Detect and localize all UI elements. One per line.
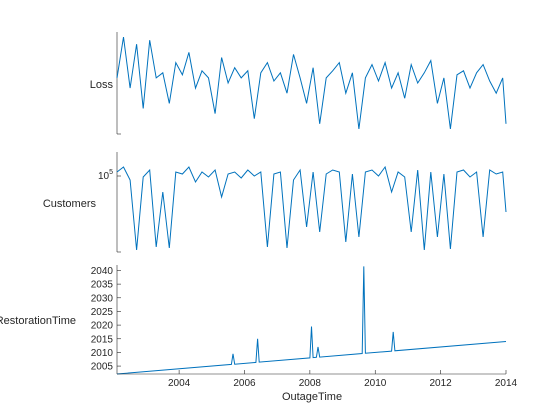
x-tick-label: 2006: [233, 378, 256, 389]
customers-series-line: [116, 165, 507, 251]
restoration-y-ticks: 2005 2010 2015 2020 2025 2030 2035 2040: [91, 266, 121, 373]
restoration-y-tick-label: 2020: [91, 321, 114, 332]
x-tick-label: 2012: [429, 378, 452, 389]
x-tick-label: 2004: [168, 378, 191, 389]
x-tick-label: 2008: [299, 378, 322, 389]
panel-loss: Loss: [90, 32, 507, 135]
customers-y-tick-label-1e5: 105: [98, 169, 113, 182]
x-ticks: 2004 2006 2008 2010 2012 2014: [168, 370, 518, 389]
restoration-y-tick-label: 2015: [91, 334, 114, 345]
loss-series-line: [116, 37, 507, 129]
restoration-y-tick-label: 2005: [91, 362, 114, 373]
customers-ylabel: Customers: [43, 198, 97, 210]
restoration-y-tick-label: 2035: [91, 280, 114, 291]
restoration-y-tick-label: 2040: [91, 266, 114, 277]
restoration-y-tick-label: 2030: [91, 293, 114, 304]
panel-restoration-time: 2005 2010 2015 2020 2025 2030 2035 2040 Restora…: [0, 265, 518, 389]
restoration-y-tick-label: 2025: [91, 307, 114, 318]
x-tick-label: 2010: [364, 378, 387, 389]
x-axis-label: OutageTime: [282, 391, 342, 403]
restoration-series-line: [116, 266, 507, 375]
restoration-y-tick-label: 2010: [91, 348, 114, 359]
panel-customers: 105 Customers: [43, 152, 507, 253]
x-tick-label: 2014: [495, 378, 518, 389]
loss-ylabel: Loss: [90, 79, 114, 91]
restoration-ylabel: RestorationTime: [0, 315, 76, 327]
